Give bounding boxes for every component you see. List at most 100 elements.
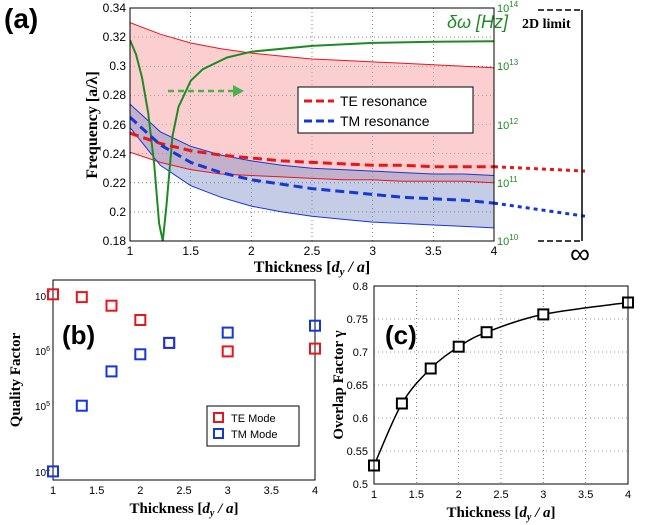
green-arrow — [168, 85, 244, 97]
y-tick-label: 0.28 — [103, 88, 127, 102]
x-tick-label: 3 — [540, 489, 546, 501]
panel-a-legend: TE resonance TM resonance — [297, 86, 474, 134]
te-resonance-curve — [130, 131, 494, 169]
te-resonance-extension — [493, 165, 586, 173]
y-tick-label: 0.8 — [353, 281, 368, 293]
panel-b-axes-box — [52, 279, 316, 481]
legend-tm-label: TM Mode — [231, 429, 277, 441]
te-mode-point — [105, 299, 118, 312]
panel-b-x-ticks: 1 1.5 2 2.5 3 3.5 4 — [50, 485, 318, 497]
y2-tick-label: 1012 — [497, 117, 519, 132]
y-tick-label: 0.3 — [109, 59, 126, 73]
limit-bracket — [538, 9, 583, 242]
legend-tm-swatch — [213, 428, 224, 439]
x-tick-label: 4 — [491, 244, 498, 258]
x-tick-label: 2.5 — [176, 485, 191, 497]
panel-a-y-label: Frequency [a/λ] — [84, 71, 101, 179]
x-tick-label: 2 — [137, 485, 143, 497]
x-tick-label: 3.5 — [425, 244, 442, 258]
x-tick-label: 2.5 — [304, 244, 321, 258]
limit-label: 2D limit — [522, 17, 571, 32]
panel-a-right-axis: 1010 1011 1012 1013 1014 — [497, 0, 519, 248]
legend-te-swatch — [213, 412, 224, 423]
y-tick-label: 0.5 — [353, 479, 368, 491]
tm-mode-point — [309, 319, 321, 332]
panel-b-points — [47, 288, 321, 478]
panel-a: (a) — [4, 0, 590, 278]
x-tick-label: 2 — [248, 244, 255, 258]
x-tick-label: 1.5 — [409, 489, 424, 501]
y2-tick-label: 1011 — [497, 175, 518, 190]
y-tick-label: 0.75 — [347, 314, 368, 326]
panel-b-y-ticks: 104 105 106 107 — [35, 291, 50, 479]
legend-tm-label: TM resonance — [340, 113, 430, 129]
te-band-upper-edge — [130, 22, 494, 69]
y2-tick-label: 1013 — [497, 58, 519, 73]
panel-c-x-ticks: 1 1.5 2 2.5 3 3.5 4 — [371, 489, 631, 501]
tm-mode-point — [221, 326, 234, 339]
y-tick-label: 0.32 — [103, 30, 127, 44]
x-tick-label: 1 — [50, 485, 56, 497]
y2-tick-label: 1010 — [497, 233, 519, 248]
panel-c-label: (c) — [385, 320, 417, 350]
panel-b-x-label: Thickness [dy / a] — [129, 501, 238, 519]
te-mode-point — [75, 291, 88, 304]
te-mode-point — [221, 345, 234, 358]
panel-b-y-label: Quality Factor — [8, 332, 24, 427]
y-tick-label: 0.2 — [109, 205, 126, 219]
overlap-factor-point — [395, 397, 408, 410]
panel-c: (c) 0.5 0.55 0.6 0.65 0.7 0.75 0.8 1 1.5… — [331, 281, 634, 523]
y-tick-label: 0.18 — [103, 234, 127, 248]
x-tick-label: 2.5 — [493, 489, 508, 501]
y-tick-label: 0.55 — [347, 446, 368, 458]
overlap-factor-point — [480, 326, 493, 339]
panel-a-axes-box — [129, 7, 495, 242]
panel-c-axes-box — [373, 285, 629, 485]
panel-a-x-label: Thickness [dy / a] — [254, 259, 370, 278]
tm-band-lower-edge — [130, 127, 494, 229]
overlap-factor-point — [452, 340, 465, 353]
overlap-factor-point — [537, 308, 550, 321]
tm-mode-point — [75, 399, 88, 412]
te-mode-point — [134, 314, 147, 326]
y-tick-label: 0.7 — [353, 347, 368, 359]
y-tick-label: 0.65 — [347, 380, 368, 392]
y-tick-label: 0.26 — [103, 118, 127, 132]
x-tick-label: 3.5 — [578, 489, 593, 501]
x-tick-label: 1 — [371, 489, 377, 501]
te-mode-point — [309, 342, 321, 355]
x-tick-label: 3.5 — [264, 485, 279, 497]
te-band-lower-edge — [130, 151, 494, 184]
tm-resonance-extension — [493, 201, 586, 218]
x-tick-label: 3 — [369, 244, 376, 258]
delta-omega-curve — [130, 39, 494, 241]
y-tick-label: 0.34 — [103, 1, 127, 15]
y-tick-label: 0.6 — [353, 413, 368, 425]
panel-a-y-ticks: 0.18 0.2 0.22 0.24 0.26 0.28 0.3 0.32 0.… — [103, 1, 127, 248]
te-mode-point — [163, 336, 176, 349]
panel-a-y2-label: δω [Hz] — [447, 12, 509, 32]
tm-band-upper-edge — [130, 103, 494, 176]
x-tick-label: 3 — [225, 485, 231, 497]
x-tick-label: 1.5 — [89, 485, 104, 497]
x-tick-label: 4 — [312, 485, 318, 497]
y-tick-label: 0.22 — [103, 176, 127, 190]
panel-c-grid — [374, 286, 628, 484]
legend-box — [297, 86, 474, 134]
tm-resonance-curve — [130, 116, 494, 205]
panel-c-y-label: Overlap Factor γ — [331, 330, 347, 439]
overlap-factor-point — [424, 362, 437, 375]
legend-te-label: TE resonance — [340, 93, 427, 109]
x-tick-label: 4 — [625, 489, 631, 501]
x-tick-label: 2 — [456, 489, 462, 501]
tm-mode-point — [47, 465, 59, 478]
panel-b-legend: TE Mode TM Mode — [206, 405, 300, 447]
legend-te-label: TE Mode — [231, 413, 276, 425]
tm-mode-point — [105, 365, 118, 378]
y-tick-label: 105 — [35, 401, 50, 413]
panel-a-label: (a) — [4, 3, 38, 34]
panel-a-x-ticks: 1 1.5 2 2.5 3 3.5 4 — [127, 244, 498, 258]
x-tick-label: 1 — [127, 244, 134, 258]
te-mode-point — [47, 288, 59, 301]
